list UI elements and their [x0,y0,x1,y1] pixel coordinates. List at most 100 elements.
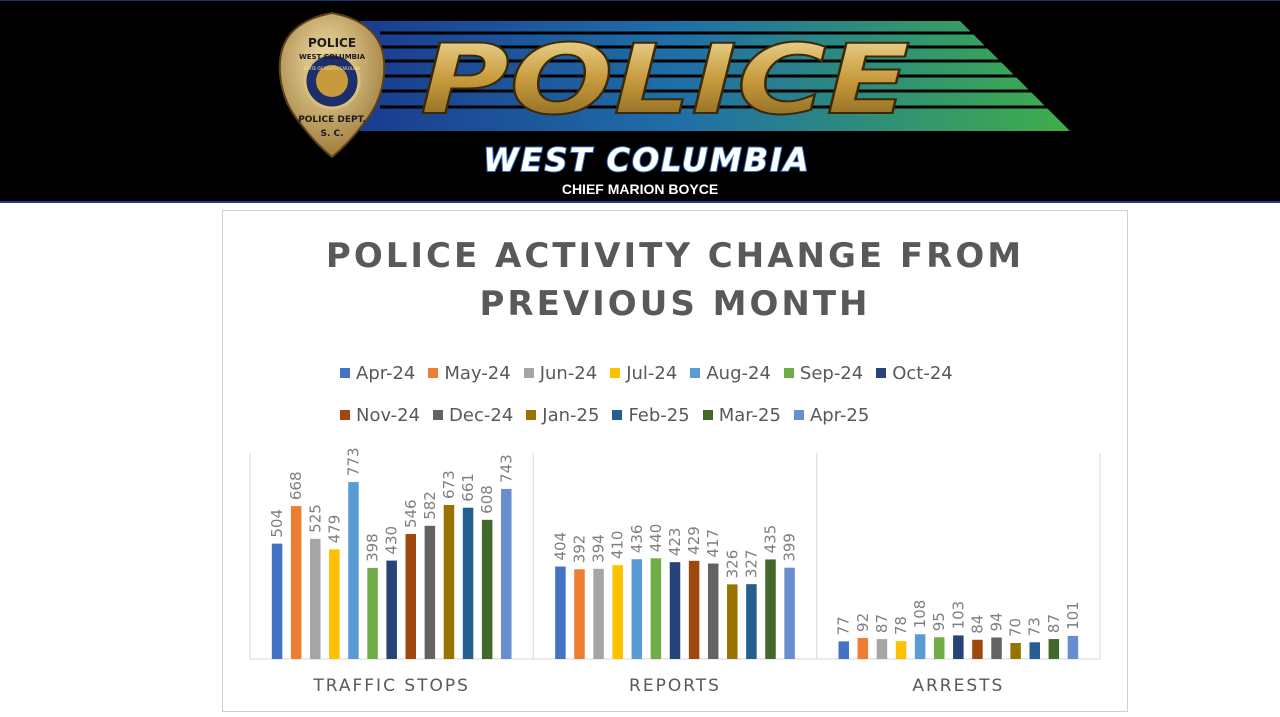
legend-label: Feb-25 [628,404,690,426]
data-label: 504 [268,509,286,538]
bar [290,506,302,659]
bar [462,507,474,659]
data-label: 673 [440,470,458,499]
legend-label: Sep-24 [799,362,864,384]
bar [348,482,359,659]
bar [424,525,436,659]
data-label: 87 [873,614,891,633]
data-label: 435 [762,525,780,554]
bar [784,567,795,659]
bar [933,637,945,659]
bar [895,641,907,659]
bar [593,568,604,659]
data-label: 95 [930,612,948,631]
bar [386,560,397,659]
badge-seal-text: STATE OF SOUTH CAROLINA [304,66,360,71]
bar [838,641,849,659]
bar [612,565,623,659]
badge-top-text: POLICE [308,36,356,50]
legend-item: Jan-25 [526,405,599,426]
data-label: 423 [666,528,684,557]
data-label: 661 [459,473,477,502]
category-label: TRAFFIC STOPS [312,676,470,696]
bar [876,639,888,659]
legend-label: Jul-24 [626,362,678,384]
data-label: 394 [590,534,608,563]
police-wordmark: POLICE [420,24,910,136]
bar [746,584,757,659]
data-label: 70 [1007,618,1025,637]
bar [367,567,378,659]
bar [953,635,964,659]
police-logo: POLICE POLICE WEST COLUMBIA STATE OF SOU… [278,11,1070,197]
bar [405,534,417,659]
bar [1010,642,1021,659]
legend-item: Sep-24 [783,362,864,384]
data-label: 92 [854,613,872,632]
category-label: REPORTS [629,676,721,696]
data-label: 101 [1064,601,1082,630]
data-label: 546 [402,499,420,528]
bar [555,566,566,659]
bar [991,637,1002,659]
legend-label: Apr-25 [809,404,870,426]
legend-label: Oct-24 [892,362,953,384]
legend-swatch [610,368,621,378]
data-label: 77 [835,616,853,635]
data-label: 436 [628,525,646,554]
data-label: 392 [571,535,589,564]
bar [1067,635,1079,659]
data-label: 87 [1045,614,1063,633]
legend-item: Mar-25 [702,404,781,426]
data-label: 78 [892,616,910,635]
data-label: 410 [609,531,627,560]
legend-item: Apr-25 [793,404,870,426]
legend-swatch [690,368,701,378]
bar [310,538,321,659]
data-label: 668 [287,471,305,500]
bar [631,559,643,659]
legend-swatch [612,410,623,420]
legend-label: Aug-24 [706,362,771,384]
legend-item: Jul-24 [610,363,677,384]
data-label: 326 [723,550,741,579]
bar [650,558,662,659]
legend-label: Jan-25 [542,404,600,426]
bar [765,559,776,659]
bar [271,543,283,659]
bar [574,569,585,659]
data-label: 429 [685,526,703,555]
legend-swatch [433,410,444,420]
data-label: 479 [325,515,343,544]
bar [443,504,455,659]
legend-swatch [793,410,804,420]
chief-name: CHIEF MARION BOYCE [562,181,718,197]
legend-item: Nov-24 [340,405,420,426]
bar [857,637,869,659]
data-label: 417 [704,529,722,558]
data-label: 430 [383,526,401,555]
legend-item: Apr-24 [340,363,415,384]
legend-item: Feb-25 [612,404,690,426]
bar [501,488,512,659]
data-label: 398 [364,533,382,562]
bar [481,519,493,659]
legend-item: Aug-24 [690,363,771,384]
data-label: 103 [949,601,967,630]
legend-item: Oct-24 [876,363,953,384]
bar [688,560,700,659]
legend-label: Dec-24 [449,404,514,426]
legend-item: Jun-24 [523,363,597,384]
legend-label: May-24 [444,362,511,384]
legend-label: Mar-25 [718,404,781,426]
data-label: 73 [1026,617,1044,636]
legend-swatch [340,368,350,378]
legend-swatch [783,368,794,378]
badge-icon: POLICE WEST COLUMBIA STATE OF SOUTH CARO… [278,11,386,159]
data-label: 608 [478,485,496,514]
bar [1048,639,1060,659]
bar [914,634,926,659]
data-label: 108 [911,600,929,629]
bar [972,639,983,659]
